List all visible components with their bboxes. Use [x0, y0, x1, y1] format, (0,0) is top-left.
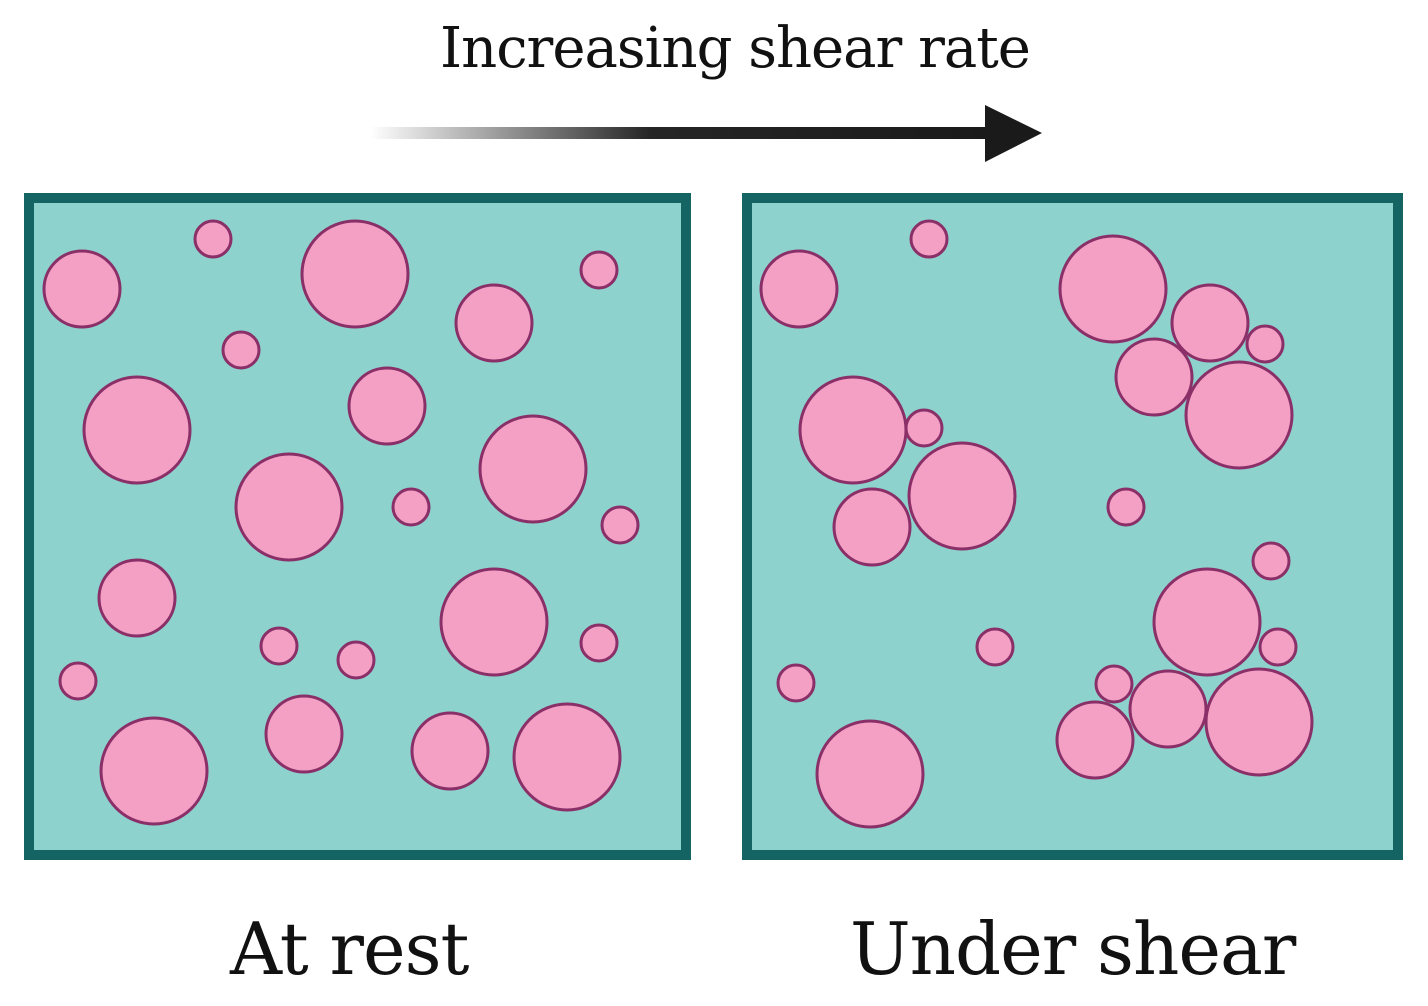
under-shear-droplet-9: [904, 408, 944, 448]
at-rest-droplet-2: [193, 219, 233, 259]
panel-label-under-shear: Under shear: [850, 907, 1296, 991]
at-rest-droplet-11: [391, 487, 431, 527]
at-rest-droplet-20: [264, 694, 344, 774]
at-rest-droplet-6: [221, 330, 261, 370]
under-shear-droplet-11: [832, 487, 912, 567]
at-rest-droplet-13: [97, 558, 177, 638]
shear-rate-title: Increasing shear rate: [440, 16, 1031, 81]
under-shear-droplet-17: [1094, 664, 1134, 704]
at-rest-droplet-14: [439, 567, 549, 677]
at-rest-droplet-10: [234, 452, 344, 562]
under-shear-droplet-10: [907, 441, 1017, 551]
under-shear-droplet-6: [1114, 337, 1194, 417]
at-rest-droplet-8: [82, 375, 192, 485]
under-shear-droplet-16: [975, 627, 1015, 667]
droplets-under-shear: [759, 219, 1314, 829]
at-rest-droplet-15: [259, 626, 299, 666]
droplets-at-rest: [42, 219, 640, 826]
under-shear-droplet-15: [1258, 627, 1298, 667]
under-shear-droplet-3: [1058, 234, 1168, 344]
at-rest-droplet-7: [347, 366, 427, 446]
under-shear-droplet-1: [759, 249, 839, 329]
shear-arrow-shaft: [370, 127, 992, 139]
panel-label-at-rest: At rest: [230, 907, 469, 991]
under-shear-droplet-20: [1055, 700, 1135, 780]
at-rest-droplet-19: [99, 716, 209, 826]
at-rest-droplet-16: [336, 640, 376, 680]
at-rest-droplet-4: [579, 250, 619, 290]
at-rest-droplet-12: [600, 505, 640, 545]
under-shear-droplet-21: [776, 663, 816, 703]
at-rest-droplet-3: [300, 219, 410, 329]
at-rest-droplet-22: [512, 702, 622, 812]
under-shear-droplet-12: [1106, 487, 1146, 527]
under-shear-droplet-13: [1251, 541, 1291, 581]
under-shear-droplet-8: [798, 375, 908, 485]
at-rest-droplet-9: [478, 414, 588, 524]
under-shear-droplet-19: [1204, 667, 1314, 777]
under-shear-droplet-14: [1152, 567, 1262, 677]
shear-arrow: [370, 105, 1042, 162]
at-rest-droplet-18: [58, 661, 98, 701]
at-rest-droplet-1: [42, 249, 122, 329]
under-shear-droplet-18: [1128, 669, 1208, 749]
under-shear-droplet-2: [909, 219, 949, 259]
at-rest-droplet-21: [410, 711, 490, 791]
under-shear-droplet-7: [1184, 360, 1294, 470]
shear-arrow-head: [985, 105, 1042, 162]
under-shear-droplet-22: [815, 719, 925, 829]
under-shear-droplet-5: [1245, 324, 1285, 364]
under-shear-droplet-4: [1170, 283, 1250, 363]
at-rest-droplet-5: [454, 283, 534, 363]
at-rest-droplet-17: [579, 623, 619, 663]
